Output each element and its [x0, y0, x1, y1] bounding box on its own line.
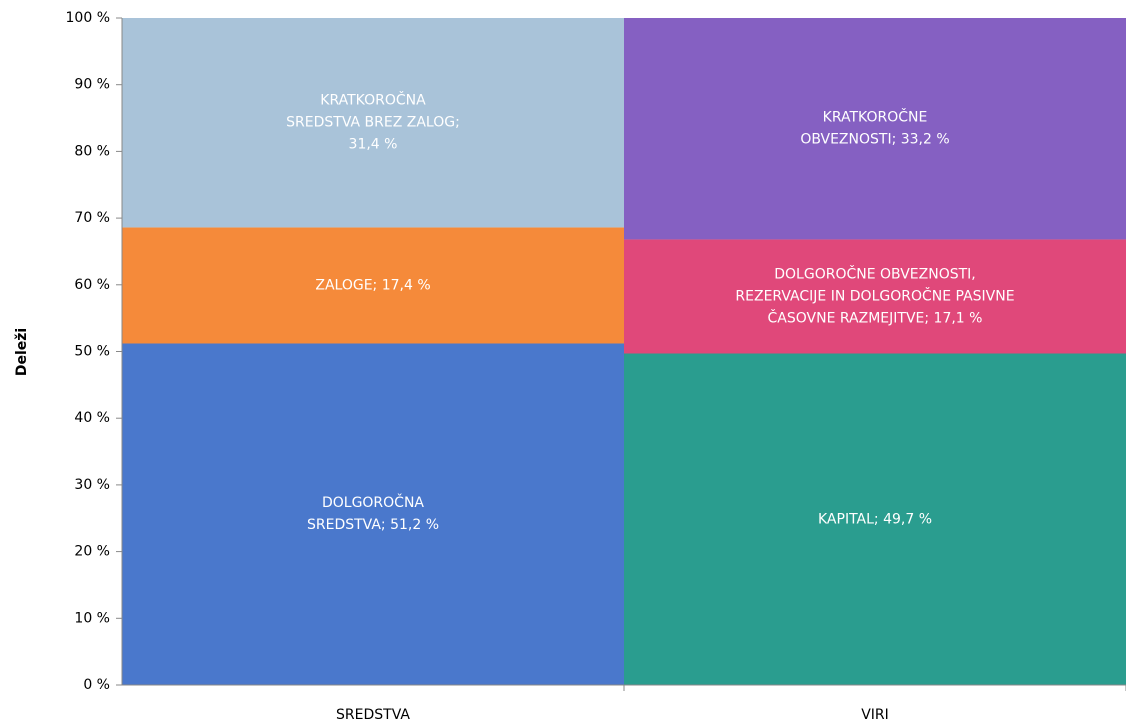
bar-segment	[122, 343, 624, 685]
bar-segment	[624, 239, 1126, 354]
data-label: KRATKOROČNE OBVEZNOSTI; 33,2 %	[800, 108, 949, 148]
y-tick-label: 60 %	[74, 277, 110, 293]
y-tick-label: 80 %	[74, 143, 110, 159]
data-label: KAPITAL; 49,7 %	[818, 511, 932, 527]
data-label: DOLGOROČNA SREDSTVA; 51,2 %	[307, 493, 439, 533]
data-label: KRATKOROČNA SREDSTVA BREZ ZALOG; 31,4 %	[286, 91, 460, 153]
y-tick-label: 20 %	[74, 544, 110, 560]
data-label: ZALOGE; 17,4 %	[315, 277, 430, 293]
x-tick-label: VIRI	[861, 707, 889, 723]
x-tick-label: SREDSTVA	[336, 707, 410, 723]
y-tick-label: 10 %	[74, 610, 110, 626]
bar-segment	[122, 18, 624, 228]
y-axis-label: Deleži	[14, 328, 30, 376]
y-tick-label: 100 %	[66, 10, 110, 26]
y-tick-label: 0 %	[83, 677, 110, 693]
y-tick-label: 90 %	[74, 77, 110, 93]
data-label: DOLGOROČNE OBVEZNOSTI, REZERVACIJE IN DOL…	[735, 264, 1014, 326]
y-tick-label: 50 %	[74, 344, 110, 360]
bar-segment	[624, 18, 1126, 240]
bar-segment	[624, 353, 1126, 685]
y-tick-label: 40 %	[74, 410, 110, 426]
y-tick-label: 30 %	[74, 477, 110, 493]
y-tick-label: 70 %	[74, 210, 110, 226]
bar-segment	[122, 227, 624, 344]
